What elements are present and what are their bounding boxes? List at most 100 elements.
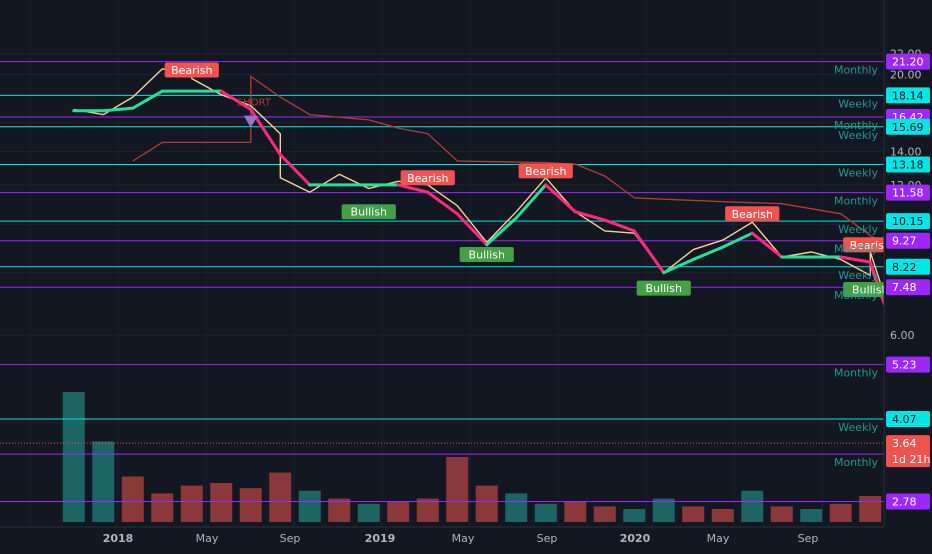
level-price-label: 9.27 bbox=[892, 235, 917, 248]
level-price-badge bbox=[886, 184, 930, 201]
volume-bar bbox=[151, 493, 174, 522]
fast-ma-segment bbox=[691, 245, 725, 262]
level-price-label: 2.78 bbox=[892, 496, 917, 509]
volume-bar bbox=[711, 509, 734, 522]
fast-ma-segment bbox=[632, 229, 666, 275]
volume-bar bbox=[416, 498, 439, 522]
level-timeframe-label: Monthly bbox=[834, 195, 879, 208]
fast-ma-segment bbox=[514, 183, 548, 220]
fast-ma-segment bbox=[396, 183, 430, 194]
fast-ma-segment bbox=[219, 89, 253, 111]
level-price-label: 4.07 bbox=[892, 413, 917, 426]
time-tick-label: May bbox=[196, 532, 219, 545]
level-price-label: 8.22 bbox=[892, 261, 917, 274]
volume-bar bbox=[623, 509, 646, 522]
signal-label: Bearish bbox=[732, 208, 773, 221]
level-timeframe-label: Monthly bbox=[834, 289, 879, 302]
time-axis-panel[interactable] bbox=[0, 527, 932, 550]
signal-label: Bearish bbox=[407, 172, 448, 185]
price-tick-label: 6.00 bbox=[890, 329, 915, 342]
level-price-badge bbox=[886, 213, 930, 230]
level-timeframe-label: Weekly bbox=[838, 167, 878, 180]
fast-ma-segment bbox=[278, 153, 312, 187]
fast-ma-segment bbox=[426, 190, 459, 216]
level-timeframe-label: Weekly bbox=[838, 129, 878, 142]
volume-bar bbox=[741, 490, 764, 522]
level-price-label: 13.18 bbox=[892, 159, 924, 172]
level-timeframe-label: Monthly bbox=[834, 119, 879, 132]
level-timeframe-label: Monthly bbox=[834, 456, 879, 469]
volume-bar bbox=[564, 501, 587, 522]
signal-label: SHORT bbox=[237, 98, 272, 109]
level-timeframe-label: Monthly bbox=[834, 64, 879, 77]
level-price-badge bbox=[886, 87, 930, 104]
time-tick-label: 2018 bbox=[103, 532, 134, 545]
price-line bbox=[73, 68, 930, 444]
level-timeframe-label: Monthly bbox=[834, 367, 879, 380]
level-timeframe-label: Monthly bbox=[834, 243, 879, 256]
level-price-badge bbox=[886, 232, 930, 249]
time-tick-label: Sep bbox=[798, 532, 819, 545]
volume-bar bbox=[859, 496, 882, 522]
signal-labels: Bearish SHORT Bearish Bullish Bearish Bullish… bbox=[164, 62, 898, 298]
level-lines bbox=[0, 61, 884, 503]
volume-bar bbox=[800, 509, 823, 522]
fast-ma-segment bbox=[839, 255, 872, 264]
volume-bar bbox=[652, 498, 675, 522]
current-price-badge bbox=[886, 435, 930, 468]
current-price-label: 3.64 bbox=[892, 437, 917, 450]
signal-badge bbox=[636, 280, 691, 296]
level-price-label: 11.58 bbox=[892, 187, 924, 200]
level-price-label: 21.20 bbox=[892, 56, 924, 69]
level-price-label: 10.15 bbox=[892, 215, 924, 228]
volume-bar bbox=[92, 441, 115, 522]
volume-bar bbox=[593, 506, 616, 522]
level-timeframe-labels: MonthlyWeeklyMonthlyWeeklyWeeklyMonthlyW… bbox=[834, 64, 879, 469]
volume-bar bbox=[475, 485, 498, 522]
signal-label: Bullish bbox=[646, 282, 682, 295]
time-tick-label: 2020 bbox=[620, 532, 651, 545]
signal-label: Bearish bbox=[171, 64, 212, 77]
level-price-badge bbox=[886, 279, 930, 296]
level-timeframe-label: Weekly bbox=[838, 97, 878, 110]
fast-ma-segment bbox=[101, 106, 135, 113]
fast-ma-segment bbox=[455, 212, 489, 247]
fast-ma-segment bbox=[750, 231, 784, 259]
volume-bar bbox=[770, 506, 793, 522]
signal-label: Bullish bbox=[351, 206, 387, 219]
fast-ma-segment bbox=[131, 89, 164, 110]
level-price-label: 5.23 bbox=[892, 359, 917, 372]
level-timeframe-label: Weekly bbox=[838, 223, 878, 236]
price-axis[interactable]: 22.0020.0014.0012.006.0021.2018.1416.421… bbox=[886, 48, 930, 510]
time-tick-label: May bbox=[707, 532, 730, 545]
time-axis[interactable]: 2018 May Sep 2019 May Sep 2020 May Sep bbox=[103, 532, 819, 545]
level-price-label: 18.14 bbox=[892, 89, 924, 102]
volume-bar bbox=[357, 503, 380, 522]
price-tick-label: 20.00 bbox=[890, 68, 922, 81]
slow-line bbox=[132, 75, 930, 271]
level-price-badge bbox=[886, 493, 930, 510]
level-timeframe-label: Weekly bbox=[838, 421, 878, 434]
volume-bar bbox=[505, 493, 528, 522]
volume-bar bbox=[446, 457, 469, 522]
fast-ma-segment bbox=[544, 183, 577, 214]
fast-ma-segment bbox=[603, 218, 636, 233]
fast-ma-segment bbox=[721, 231, 754, 249]
signal-badge bbox=[400, 170, 455, 186]
short-arrow-icon bbox=[243, 115, 258, 128]
volume-bar bbox=[239, 488, 262, 522]
volume-bar bbox=[534, 503, 557, 522]
time-tick-label: Sep bbox=[537, 532, 558, 545]
price-tick-label: 14.00 bbox=[890, 145, 922, 158]
signal-badge bbox=[725, 206, 780, 222]
volume-bar bbox=[180, 485, 203, 522]
signal-label: Bearish bbox=[850, 239, 891, 252]
level-price-label: 7.48 bbox=[892, 281, 917, 294]
slow-line-layer bbox=[132, 75, 930, 271]
volume-bar bbox=[682, 506, 705, 522]
volume-bar bbox=[387, 501, 410, 522]
volume-bar bbox=[298, 490, 321, 522]
signal-badge bbox=[518, 163, 573, 179]
